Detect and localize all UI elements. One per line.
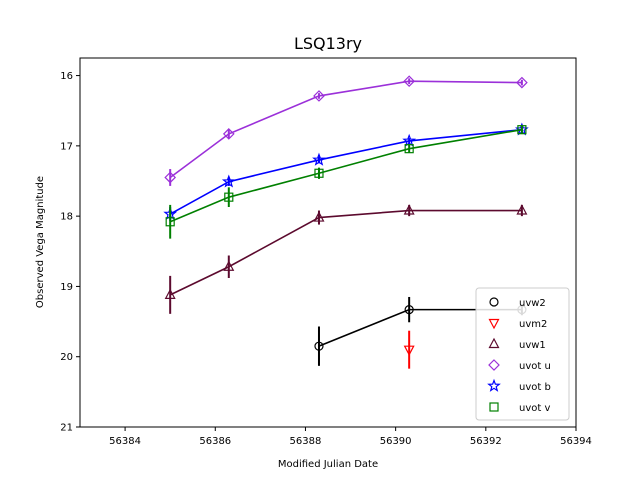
data-point-uvot-u — [403, 75, 416, 88]
legend-marker-uvw1 — [488, 337, 500, 349]
x-axis: 56384 56386 56388 56390 56392 56394 — [109, 427, 592, 447]
series-uvot-u — [164, 75, 528, 186]
legend-marker-uvot-b — [487, 378, 501, 392]
series-uvw1 — [164, 204, 528, 314]
data-point-uvot-v — [165, 217, 175, 227]
data-point-uvm2 — [403, 345, 415, 356]
legend-item-uvw1: uvw1 — [488, 337, 546, 351]
x-tick-label: 56390 — [380, 436, 412, 447]
data-point-uvot-v — [404, 144, 414, 154]
series-layer — [163, 75, 529, 369]
data-point-uvot-b — [402, 133, 417, 147]
data-point-uvot-u — [516, 76, 528, 89]
data-point-uvw2 — [404, 305, 414, 315]
legend-label-uvw1: uvw1 — [519, 340, 546, 351]
x-tick-label: 56386 — [199, 436, 231, 447]
data-point-uvot-v — [224, 192, 234, 202]
y-axis: 16 17 18 19 20 21 — [60, 71, 80, 434]
data-point-uvot-v — [517, 125, 527, 135]
data-point-uvw1 — [164, 288, 176, 299]
y-tick-label: 16 — [60, 71, 73, 82]
x-tick-label: 56388 — [290, 436, 322, 447]
legend-item-uvm2: uvm2 — [488, 318, 547, 330]
y-tick-label: 19 — [60, 282, 73, 293]
legend: uvw2 uvm2 uvw1 uvot u uvot b uvot v — [475, 287, 570, 421]
x-tick-label: 56384 — [109, 436, 141, 447]
legend-label-uvot-b: uvot b — [519, 382, 551, 393]
legend-label-uvm2: uvm2 — [519, 319, 547, 330]
data-point-uvw1 — [403, 204, 415, 215]
legend-item-uvot-b: uvot b — [487, 378, 551, 393]
legend-item-uvw2: uvw2 — [489, 297, 546, 309]
data-point-uvw2 — [314, 341, 324, 351]
legend-label-uvot-v: uvot v — [519, 403, 550, 414]
legend-marker-uvot-u — [488, 359, 500, 371]
chart-title: LSQ13ry — [294, 34, 362, 53]
data-point-uvot-b — [312, 152, 326, 166]
y-tick-label: 21 — [60, 423, 73, 434]
series-uvot-v — [165, 125, 527, 239]
x-axis-label: Modified Julian Date — [278, 459, 378, 470]
legend-label-uvot-u: uvot u — [519, 361, 551, 372]
data-point-uvw1 — [313, 211, 325, 222]
legend-marker-uvw2 — [489, 297, 499, 307]
legend-label-uvw2: uvw2 — [519, 298, 546, 309]
y-tick-label: 20 — [60, 352, 73, 363]
x-tick-label: 56392 — [470, 436, 502, 447]
legend-item-uvot-v: uvot v — [489, 402, 550, 414]
legend-item-uvot-u: uvot u — [488, 359, 551, 372]
data-point-uvot-u — [164, 171, 177, 184]
data-point-uvw1 — [516, 204, 528, 215]
legend-marker-uvm2 — [488, 318, 500, 330]
plot-frame — [79, 57, 577, 428]
data-point-uvot-v — [314, 168, 324, 178]
data-point-uvot-b — [221, 174, 236, 188]
y-axis-label: Observed Vega Magnitude — [35, 176, 46, 308]
y-tick-label: 17 — [60, 141, 73, 152]
x-tick-label: 56394 — [560, 436, 592, 447]
legend-box — [475, 287, 570, 421]
data-point-uvot-u — [313, 90, 325, 102]
legend-marker-uvot-v — [489, 402, 499, 412]
data-point-uvw1 — [223, 260, 235, 271]
series-uvot-b — [163, 122, 529, 222]
data-point-uvot-u — [222, 128, 235, 140]
y-tick-label: 18 — [60, 212, 73, 223]
series-uvm2 — [403, 330, 415, 369]
